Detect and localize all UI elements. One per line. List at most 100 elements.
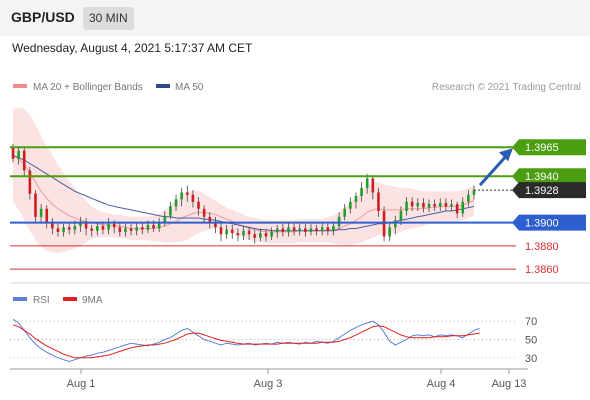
symbol-title: GBP/USD xyxy=(11,9,75,25)
candle xyxy=(444,198,448,212)
candle xyxy=(180,187,183,207)
candle-body xyxy=(22,150,26,171)
candle xyxy=(214,216,217,234)
level-tag xyxy=(512,168,586,185)
candle-body xyxy=(96,226,99,231)
candle xyxy=(422,198,425,213)
candle xyxy=(337,212,341,230)
candle-body xyxy=(129,228,133,231)
candle-body xyxy=(349,201,352,209)
candle xyxy=(169,201,172,220)
candle xyxy=(405,197,408,216)
candle-body xyxy=(326,227,330,231)
candle xyxy=(472,185,476,200)
candle xyxy=(382,206,386,242)
candle-body xyxy=(410,201,414,207)
candle xyxy=(197,197,200,216)
candle xyxy=(360,182,363,202)
candle xyxy=(332,221,335,236)
candle xyxy=(84,218,88,236)
candle xyxy=(388,222,391,242)
candle xyxy=(427,199,431,213)
timeframe-button[interactable]: 30 MIN xyxy=(83,7,134,30)
candle xyxy=(236,228,240,242)
candle-body xyxy=(281,228,285,232)
candle xyxy=(270,227,273,241)
bollinger-band xyxy=(13,107,474,253)
candle xyxy=(455,201,459,219)
candle xyxy=(225,224,228,239)
candle-body xyxy=(427,204,431,208)
candle-body xyxy=(214,222,217,228)
candle-body xyxy=(34,193,37,217)
level-label: 1.3880 xyxy=(525,241,559,253)
candle-body xyxy=(292,227,296,231)
candle xyxy=(135,222,138,236)
candle-body xyxy=(337,216,341,227)
ma50-legend-swatch xyxy=(156,84,170,88)
candle-body xyxy=(377,192,380,212)
candle-body xyxy=(28,170,32,194)
candle-body xyxy=(169,206,172,216)
candle-body xyxy=(185,192,189,195)
candle xyxy=(174,194,178,212)
candle xyxy=(219,222,223,242)
candle-body xyxy=(433,204,436,207)
candle-body xyxy=(152,224,155,229)
rsi-legend-label: RSI xyxy=(33,295,50,306)
candle xyxy=(118,222,122,237)
top-bar: GBP/USD 30 MIN xyxy=(0,0,590,36)
candle xyxy=(315,224,318,236)
candle-body xyxy=(11,147,15,159)
candle-body xyxy=(360,187,363,196)
candle-body xyxy=(405,201,408,212)
candle xyxy=(326,223,330,236)
candle-body xyxy=(309,228,313,232)
timestamp: Wednesday, August 4, 2021 5:17:37 AM CET xyxy=(12,41,253,55)
candle xyxy=(343,204,346,221)
candle xyxy=(264,229,268,242)
candle-body xyxy=(371,178,375,193)
ma50-line xyxy=(12,154,475,232)
candle xyxy=(39,204,43,223)
candle xyxy=(377,187,380,217)
candle-body xyxy=(191,194,195,202)
candle xyxy=(292,223,296,236)
candle xyxy=(208,212,212,229)
candle-body xyxy=(450,204,453,207)
rsi-panel: 70 50 30 xyxy=(10,316,537,365)
candle-body xyxy=(264,233,268,237)
candle-body xyxy=(163,215,167,223)
candle xyxy=(393,215,397,235)
candle xyxy=(298,223,302,236)
candle-body xyxy=(388,227,391,237)
candle-body xyxy=(304,228,307,232)
candle xyxy=(281,223,285,237)
candle xyxy=(56,223,60,237)
candle-body xyxy=(79,221,82,227)
candle xyxy=(22,147,26,177)
candle-body xyxy=(157,222,161,229)
candle xyxy=(320,222,324,236)
rsi-line xyxy=(12,318,480,363)
candle xyxy=(202,205,206,223)
candle xyxy=(124,223,127,237)
current-price-tag xyxy=(512,182,586,199)
candle xyxy=(450,199,453,212)
candle-body xyxy=(135,227,138,231)
candle xyxy=(461,197,465,217)
candle-body xyxy=(247,230,251,235)
candle xyxy=(247,227,251,241)
candle xyxy=(129,223,133,236)
candle xyxy=(45,205,49,229)
x-axis: Aug 1 Aug 3 Aug 4 Aug 13 xyxy=(67,369,526,390)
rsi-ma-legend-label: 9MA xyxy=(82,295,103,306)
candle xyxy=(253,229,257,244)
price-panel xyxy=(11,107,476,253)
forecast-arrow-shaft xyxy=(478,155,508,187)
candle xyxy=(157,218,161,232)
rsi-ma-line xyxy=(12,324,480,359)
candle-body xyxy=(472,190,476,195)
levels: 1.3965 1.3940 1.3900 1.3880 1.3860 1.3928 xyxy=(10,139,586,276)
